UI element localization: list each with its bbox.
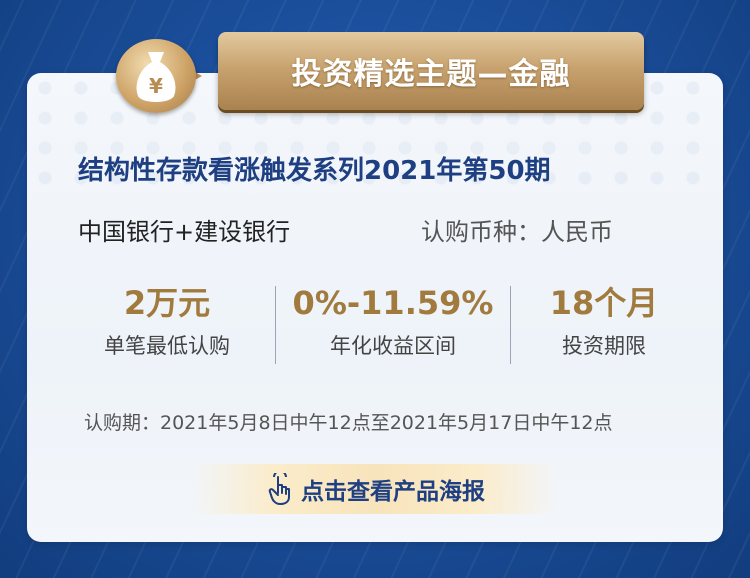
stat-divider [275, 286, 276, 364]
stat-value: 2万元 [123, 284, 211, 322]
stat-annual-yield: 0%-11.59% 年化收益区间 [280, 284, 506, 360]
product-name: 结构性存款看涨触发系列2021年第50期 [78, 156, 551, 186]
stat-value: 0%-11.59% [292, 284, 494, 322]
stat-label: 单笔最低认购 [104, 334, 230, 358]
money-bag-icon: ¥ [136, 52, 176, 102]
product-card [27, 73, 723, 542]
topic-banner: 投资精选主题—金融 [218, 32, 644, 110]
view-poster-label: 点击查看产品海报 [301, 479, 485, 505]
stat-value: 18个月 [549, 284, 659, 322]
subscription-period: 认购期：2021年5月8日中午12点至2021年5月17日中午12点 [84, 412, 613, 434]
view-poster-button[interactable]: 点击查看产品海报 [192, 464, 558, 514]
tap-hand-icon [268, 473, 290, 505]
subscription-currency: 认购币种：人民币 [421, 218, 613, 246]
yuan-symbol: ¥ [149, 74, 163, 98]
stat-min-subscription: 2万元 单笔最低认购 [78, 284, 256, 360]
stat-investment-term: 18个月 投资期限 [520, 284, 688, 360]
stat-divider [510, 286, 511, 364]
stat-label: 投资期限 [562, 334, 646, 358]
banner-title: 投资精选主题—金融 [291, 57, 571, 92]
issuing-banks: 中国银行+建设银行 [78, 218, 291, 246]
stat-label: 年化收益区间 [330, 334, 456, 358]
